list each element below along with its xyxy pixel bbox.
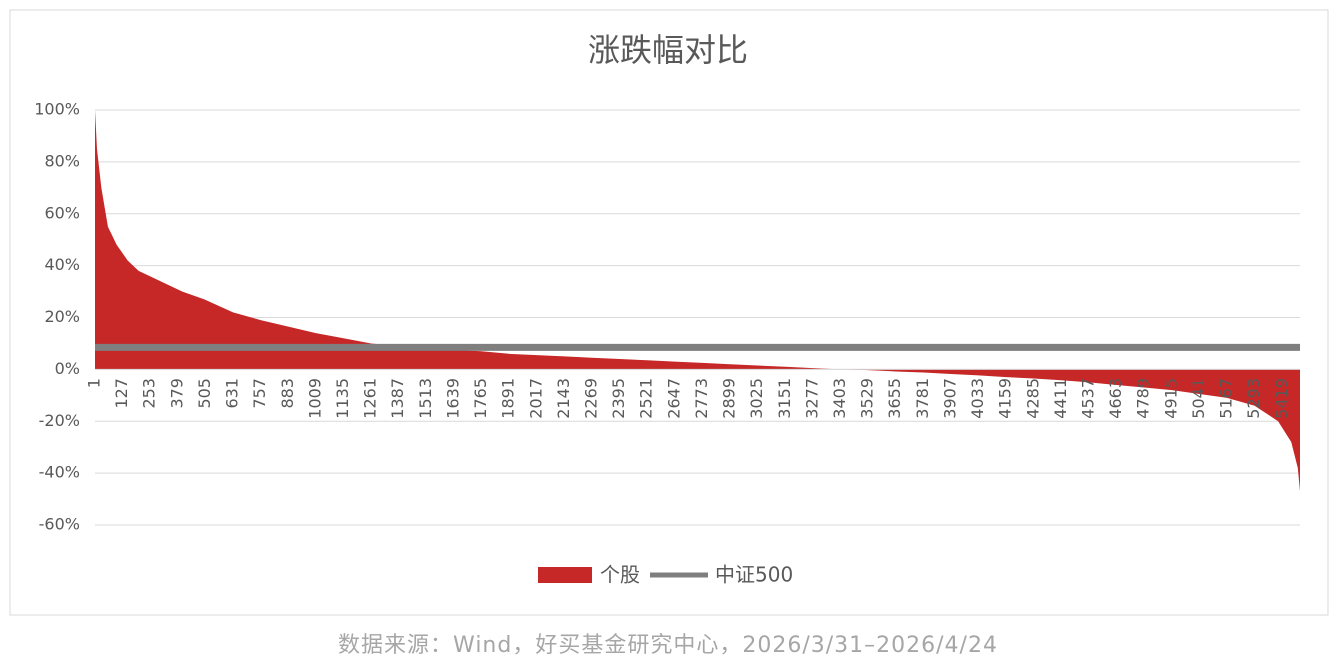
x-tick-label: 4663 — [1106, 378, 1125, 419]
x-tick-label: 2143 — [554, 378, 573, 419]
x-tick-label: 1135 — [333, 378, 352, 419]
x-tick-label: 2521 — [637, 378, 656, 419]
x-tick-label: 1 — [85, 378, 104, 388]
x-tick-label: 4915 — [1161, 378, 1180, 419]
x-tick-label: 631 — [223, 378, 242, 409]
x-tick-label: 5167 — [1217, 378, 1236, 419]
x-tick-label: 1765 — [471, 378, 490, 419]
x-tick-label: 2017 — [526, 378, 545, 419]
y-tick-label: 60% — [44, 203, 80, 222]
x-tick-label: 1639 — [443, 378, 462, 419]
x-tick-label: 1387 — [388, 378, 407, 419]
x-tick-label: 757 — [250, 378, 269, 409]
x-tick-label: 2899 — [720, 378, 739, 419]
x-tick-label: 3907 — [940, 378, 959, 419]
legend-label: 个股 — [600, 563, 640, 587]
x-tick-label: 2773 — [692, 378, 711, 419]
x-tick-label: 3151 — [775, 378, 794, 419]
y-tick-label: 100% — [34, 100, 80, 119]
x-tick-label: 1261 — [361, 378, 380, 419]
x-tick-label: 3403 — [830, 378, 849, 419]
x-tick-label: 253 — [140, 378, 159, 409]
x-tick-label: 2269 — [581, 378, 600, 419]
x-tick-label: 4285 — [1023, 378, 1042, 419]
x-tick-label: 127 — [112, 378, 131, 409]
x-tick-label: 4159 — [996, 378, 1015, 419]
x-tick-label: 5041 — [1189, 378, 1208, 419]
x-tick-label: 4411 — [1051, 378, 1070, 419]
y-tick-label: -60% — [39, 515, 80, 534]
x-tick-label: 3781 — [913, 378, 932, 419]
legend-swatch — [538, 567, 592, 583]
x-tick-label: 379 — [167, 378, 186, 409]
y-tick-label: 20% — [44, 307, 80, 326]
x-tick-label: 3025 — [747, 378, 766, 419]
x-tick-label: 4789 — [1134, 378, 1153, 419]
x-tick-label: 5293 — [1244, 378, 1263, 419]
x-tick-label: 3655 — [885, 378, 904, 419]
legend-label: 中证500 — [715, 563, 793, 587]
y-tick-label: 80% — [44, 151, 80, 170]
y-tick-label: -20% — [39, 411, 80, 430]
x-tick-label: 2647 — [664, 378, 683, 419]
x-tick-label: 883 — [278, 378, 297, 409]
x-tick-label: 3529 — [858, 378, 877, 419]
x-tick-label: 4033 — [968, 378, 987, 419]
x-tick-label: 505 — [195, 378, 214, 409]
x-tick-label: 4537 — [1078, 378, 1097, 419]
x-tick-label: 1009 — [305, 378, 324, 419]
x-tick-label: 1513 — [416, 378, 435, 419]
x-tick-label: 1891 — [499, 378, 518, 419]
source-note: 数据来源：Wind，好买基金研究中心，2026/3/31–2026/4/24 — [338, 633, 998, 658]
chart-title: 涨跌幅对比 — [588, 31, 748, 69]
y-tick-label: 40% — [44, 255, 80, 274]
y-tick-label: 0% — [55, 359, 80, 378]
y-tick-label: -40% — [39, 463, 80, 482]
x-tick-label: 3277 — [802, 378, 821, 419]
x-tick-label: 2395 — [609, 378, 628, 419]
x-tick-label: 5419 — [1272, 378, 1291, 419]
